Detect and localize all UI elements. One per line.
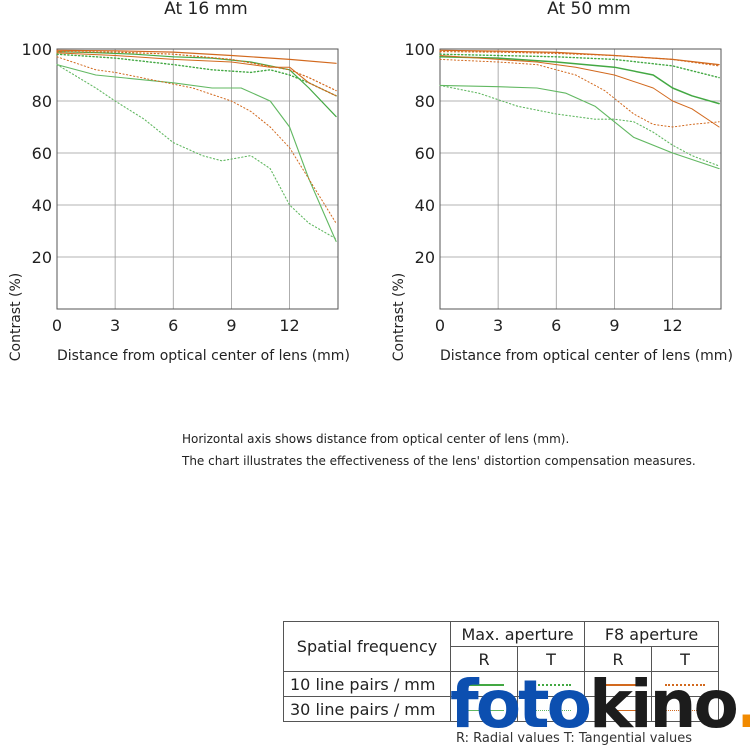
legend-table: Spatial frequency Max. aperture F8 apert…	[283, 621, 719, 722]
chart1-series-max-10-R	[56, 50, 337, 118]
chart1-series-max-10-T	[56, 53, 337, 97]
legend-f8-r-header: R	[584, 646, 652, 672]
logo-part-1: foto	[450, 666, 592, 743]
legend-max-30-t-swatch	[517, 696, 585, 722]
chart1-x-axis-label: Distance from optical center of lens (mm…	[57, 348, 350, 364]
chart1-y-tick-label-100: 100	[21, 40, 52, 59]
legend-footnote: R: Radial values T: Tangential values	[456, 731, 693, 746]
legend-max-10-r-swatch	[450, 671, 518, 697]
caption-line-2: The chart illustrates the effectiveness …	[182, 454, 696, 468]
chart2-x-tick-label-12: 12	[662, 316, 682, 335]
chart1-y-axis-label: Contrast (%)	[8, 273, 24, 362]
chart2-y-tick-label-100: 100	[404, 40, 435, 59]
chart2-x-axis-label: Distance from optical center of lens (mm…	[440, 348, 733, 364]
chart2-x-tick-label-3: 3	[493, 316, 503, 335]
chart1-series-f8-10-T	[56, 50, 337, 92]
legend-f8-10-r-swatch	[584, 671, 652, 697]
chart2-series-max-30-T	[439, 84, 720, 167]
caption-line-1: Horizontal axis shows distance from opti…	[182, 432, 570, 446]
chart2-y-tick-label-80: 80	[415, 92, 435, 111]
logo-part-2: kino	[588, 666, 739, 743]
chart2-series-f8-30-T	[439, 58, 720, 128]
legend-max-10-t-swatch	[517, 671, 585, 697]
chart1-series-f8-30-T	[56, 56, 337, 224]
chart2-series-f8-30-R	[439, 55, 720, 128]
chart2-y-tick-label-40: 40	[415, 196, 435, 215]
legend-max-aperture-header: Max. aperture	[450, 621, 585, 647]
chart2-plot-frame	[439, 48, 722, 310]
chart2-x-tick-label-6: 6	[551, 316, 561, 335]
chart2-y-axis-label: Contrast (%)	[391, 273, 407, 362]
fotokino-logo: fotokino.	[450, 672, 750, 738]
chart1-x-tick-label-6: 6	[168, 316, 178, 335]
chart1-x-tick-label-3: 3	[110, 316, 120, 335]
chart2-x-tick-label-0: 0	[435, 316, 445, 335]
chart2-title: At 50 mm	[547, 0, 631, 19]
chart1-y-tick-label-20: 20	[32, 248, 52, 267]
chart2-series-max-30-R	[439, 84, 720, 170]
chart2-y-tick-label-20: 20	[415, 248, 435, 267]
chart1-series-max-30-T	[56, 64, 337, 240]
logo-dot: .	[736, 666, 750, 743]
legend-row-30-label: 30 line pairs / mm	[283, 696, 451, 722]
legend-f8-aperture-header: F8 aperture	[584, 621, 719, 647]
chart1-x-tick-label-9: 9	[226, 316, 236, 335]
legend-spatial-frequency-header: Spatial frequency	[283, 621, 451, 672]
chart1-y-tick-label-40: 40	[32, 196, 52, 215]
caption: Horizontal axis shows distance from opti…	[182, 428, 696, 472]
chart1-x-tick-label-0: 0	[52, 316, 62, 335]
chart1-series-f8-10-R	[56, 49, 337, 64]
chart2-y-tick-label-60: 60	[415, 144, 435, 163]
chart2-series-f8-10-T	[439, 50, 720, 67]
chart2-x-tick-label-9: 9	[609, 316, 619, 335]
chart1-y-tick-label-60: 60	[32, 144, 52, 163]
chart2-series-max-10-R	[439, 56, 720, 105]
legend-max-30-r-swatch	[450, 696, 518, 722]
chart1-plot-frame	[56, 48, 339, 310]
chart2-series-max-10-T	[439, 53, 720, 79]
chart1-y-tick-label-80: 80	[32, 92, 52, 111]
chart1-title: At 16 mm	[164, 0, 248, 19]
chart1-x-tick-label-12: 12	[279, 316, 299, 335]
legend-f8-30-t-swatch	[651, 696, 719, 722]
legend-f8-t-header: T	[651, 646, 719, 672]
chart1-series-f8-30-R	[56, 52, 337, 97]
chart1-series-max-30-R	[56, 64, 337, 242]
legend-row-10-label: 10 line pairs / mm	[283, 671, 451, 697]
